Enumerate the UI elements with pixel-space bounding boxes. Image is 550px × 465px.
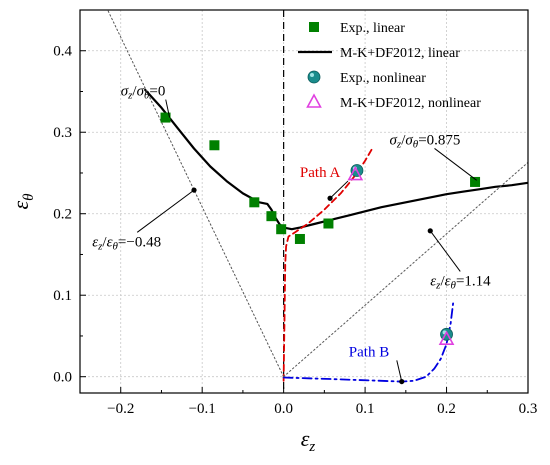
legend-item-exp-nonlinear: Exp., nonlinear	[307, 70, 426, 86]
exp-linear-point-5	[294, 233, 305, 244]
legend-item-m-k-df2012-nonlinear-swatch	[306, 93, 322, 108]
exp-linear-point-4	[276, 224, 287, 235]
sigma-ratio-0-leader	[165, 99, 171, 118]
x-tick-label: −0.1	[189, 401, 216, 417]
y-tick-label: 0.4	[53, 44, 72, 60]
legend-item-exp-nonlinear-swatch-body	[307, 70, 321, 84]
path-a-line	[282, 146, 375, 382]
exp-linear-point-0	[160, 112, 171, 123]
sigma-ratio-0875-leader	[434, 148, 477, 181]
legend-item-exp-linear-label: Exp., linear	[340, 21, 405, 36]
legend-item-exp-linear: Exp., linear	[309, 21, 405, 36]
y-axis-title: εθ	[8, 193, 37, 210]
exp-linear-point-1	[209, 140, 220, 151]
series-lines	[107, 10, 528, 383]
legend-item-exp-nonlinear-swatch	[307, 70, 321, 84]
exp-linear-point-3	[266, 211, 277, 222]
x-tick-label: 0.3	[519, 401, 538, 417]
annotations: σz/σθ=0 σz/σθ=0.875 εz/εθ=−0.48 εz/εθ=1.14 P…	[92, 84, 491, 382]
path-a-label-leader	[329, 180, 349, 199]
path-b-line	[282, 302, 454, 383]
strain-ratio-neg048-leader	[136, 189, 195, 233]
grid	[80, 10, 529, 393]
ratio-z-0-48-line	[107, 10, 285, 378]
axis-ticks: −0.2 −0.1 0.0 0.1 0.2 0.3 0.0 0.1 0.2 0.3 0.4	[53, 44, 537, 417]
y-tick-label: 0.2	[53, 207, 72, 223]
y-tick-label: 0.0	[53, 370, 72, 386]
x-tick-label: 0.1	[356, 401, 375, 417]
x-axis-title: εz	[301, 426, 316, 455]
exp-linear-point-7	[470, 176, 481, 187]
strain-ratio-114-leader	[429, 230, 461, 272]
x-tick-label: 0.2	[437, 401, 456, 417]
legend-item-m-k-df2012-nonlinear: M-K+DF2012, nonlinear	[306, 93, 481, 111]
series-markers	[160, 112, 481, 385]
sigma-ratio-0-text: σz/σθ=0	[121, 84, 166, 102]
plot-area	[107, 10, 528, 393]
m-k-df2012-linear-line	[144, 88, 528, 231]
path-a-label-text: Path A	[300, 165, 341, 181]
strain-ratio-114-text: εz/εθ=1.14	[430, 273, 491, 291]
legend-item-exp-nonlinear-swatch-highlight	[310, 73, 314, 77]
path-b-label-leader	[396, 360, 403, 382]
m-k-df2012-nonlinear-point-0	[347, 165, 364, 181]
sigma-ratio-0875-text: σz/σθ=0.875	[390, 132, 461, 150]
axis-titles: εz εθ	[8, 193, 315, 455]
ratio-z-1-14-line	[283, 161, 528, 378]
m-k-df2012-nonlinear-point-1	[438, 330, 455, 346]
y-tick-label: 0.3	[53, 125, 72, 141]
legend-item-m-k-df2012-linear: M-K+DF2012, linear	[298, 46, 460, 61]
legend-item-m-k-df2012-linear-label: M-K+DF2012, linear	[340, 46, 460, 61]
y-tick-label: 0.1	[53, 288, 72, 304]
exp-linear-point-6	[323, 218, 334, 229]
x-tick-label: −0.2	[107, 401, 134, 417]
strain-ratio-neg048-text: εz/εθ=−0.48	[92, 234, 161, 252]
plot-frame	[79, 9, 529, 394]
legend-item-exp-linear-swatch	[309, 22, 319, 32]
legend-item-m-k-df2012-nonlinear-label: M-K+DF2012, nonlinear	[340, 96, 481, 111]
legend-item-exp-nonlinear-label: Exp., nonlinear	[340, 71, 426, 86]
x-tick-label: 0.0	[274, 401, 293, 417]
exp-linear-point-2	[249, 197, 260, 208]
path-b-label-text: Path B	[349, 344, 389, 360]
legend: Exp., linear M-K+DF2012, linear Exp., nonl…	[298, 21, 481, 111]
